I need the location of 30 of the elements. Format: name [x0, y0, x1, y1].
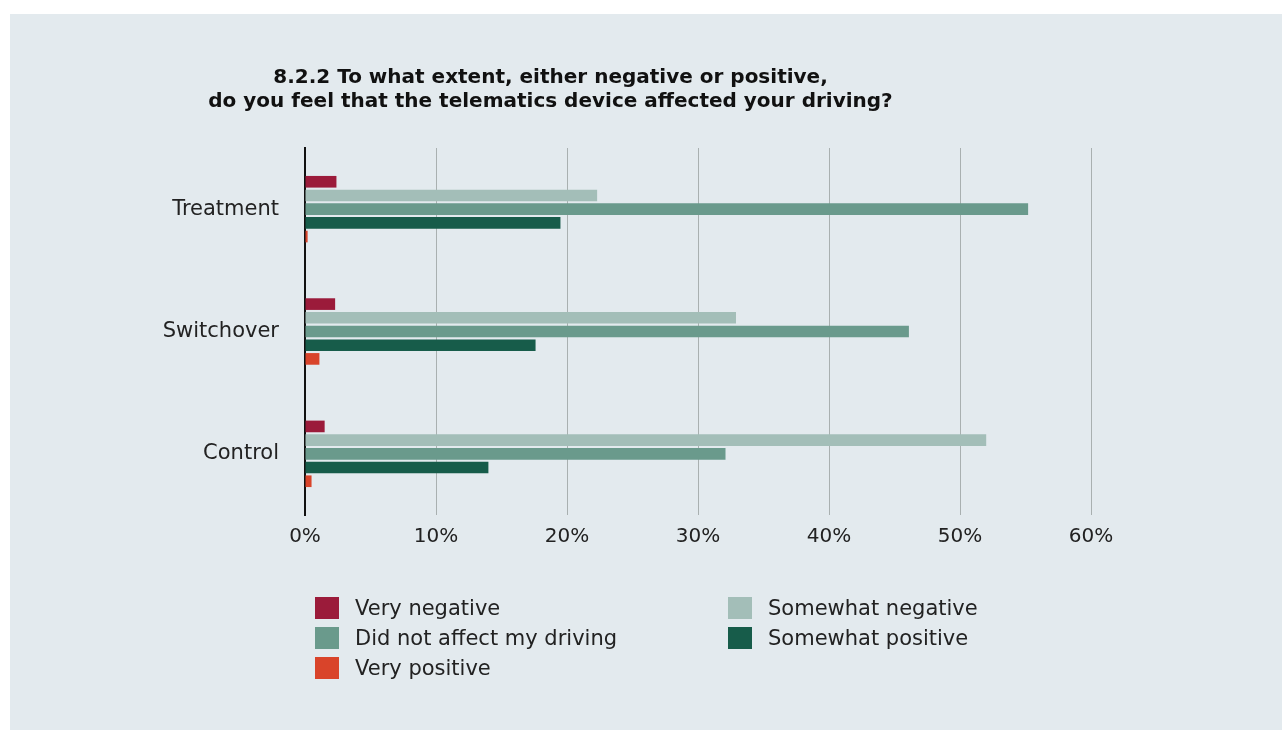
legend-label: Very positive: [355, 656, 491, 680]
bar: [305, 175, 337, 188]
x-tick-label: 40%: [806, 523, 852, 548]
legend-label: Somewhat negative: [768, 596, 978, 620]
y-tick-label: Control: [203, 440, 279, 465]
bar: [305, 461, 489, 474]
bar: [305, 325, 909, 338]
x-tick-label: 50%: [937, 523, 983, 548]
x-tick-label: 60%: [1068, 523, 1114, 548]
bar: [305, 203, 1029, 215]
bar: [305, 353, 320, 365]
chart-title: 8.2.2 To what extent, either negative or positive, do you feel that the telematics device affected your driving?: [208, 64, 893, 113]
bar: [305, 217, 561, 229]
x-tick-label: 0%: [289, 523, 321, 548]
bar: [305, 434, 987, 446]
legend-label: Very negative: [355, 596, 501, 620]
legend-label: Did not affect my driving: [355, 626, 618, 650]
x-tick-label: 10%: [413, 523, 459, 548]
bar: [305, 339, 536, 352]
bar: [305, 189, 598, 202]
bar: [305, 475, 312, 488]
bar: [305, 298, 336, 310]
bar: [305, 420, 325, 433]
bar: [305, 311, 736, 324]
x-tick-label: 30%: [675, 523, 721, 548]
y-tick-label: Treatment: [171, 195, 279, 220]
legend-label: Somewhat positive: [768, 626, 969, 650]
y-tick-label: Switchover: [162, 317, 280, 342]
bar: [305, 448, 726, 460]
x-tick-label: 20%: [544, 523, 590, 548]
